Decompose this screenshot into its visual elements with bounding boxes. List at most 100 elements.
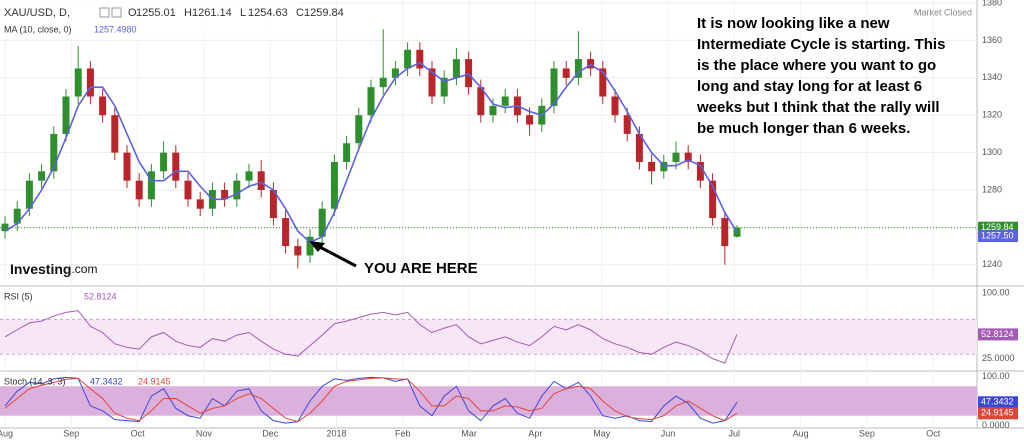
candle-body (526, 115, 534, 125)
candle-body (416, 49, 424, 69)
x-tick-label: Nov (196, 428, 213, 438)
candle-body (123, 152, 131, 181)
ohlc-label: H (184, 7, 192, 19)
candle-body (355, 115, 363, 144)
candle-body (318, 208, 326, 237)
candle-body (111, 115, 119, 153)
candle-body (135, 180, 143, 200)
stoch-legend: Stoch (14, 3, 3) (4, 376, 66, 386)
candle-body (623, 115, 631, 134)
candle-body (574, 59, 582, 78)
ma-legend-value: 1257.4980 (94, 24, 137, 34)
candle-body (489, 105, 497, 116)
annotation-line: weeks but I think that the rally will (696, 99, 940, 116)
candle-body (440, 77, 448, 97)
candle-body (282, 218, 290, 247)
logo: Investing.com (10, 261, 97, 277)
candle-body (172, 152, 180, 181)
rsi-tag-bg (978, 328, 1018, 341)
rsi-legend-value: 52.8124 (84, 291, 117, 301)
x-tick-label: 2018 (326, 428, 346, 438)
x-tick-label: Sep (859, 428, 875, 438)
candle-body (86, 68, 94, 97)
stoch-legend-value: 47.3432 (90, 376, 123, 386)
candle-body (269, 190, 277, 219)
candle-body (62, 96, 70, 134)
arrow-label: YOU ARE HERE (364, 260, 478, 277)
candle-body (550, 68, 558, 106)
rsi-legend: RSI (5) (4, 291, 33, 301)
ohlc-value: 1254.63 (248, 7, 288, 19)
y-tick-label: 1320 (982, 110, 1002, 120)
candle-body (196, 199, 204, 209)
candle-body (367, 87, 375, 116)
ma-legend: MA (10, close, 0) (4, 24, 72, 34)
candle-body (611, 96, 619, 116)
icon[interactable] (111, 7, 122, 18)
candle-body (648, 161, 656, 172)
stoch-line (4, 376, 738, 424)
candle-body (404, 49, 412, 69)
ohlc-value: 1255.01 (136, 7, 176, 19)
candle-body (428, 68, 436, 97)
stoch-tick-label: 100.00 (982, 371, 1010, 381)
annotation-line: It is now looking like a new (697, 15, 890, 32)
y-tick-label: 1240 (982, 259, 1002, 269)
candle-body (184, 180, 192, 200)
candle-body (709, 180, 717, 219)
candle-body (684, 152, 692, 162)
annotation: It is now looking like a new Intermediate… (696, 15, 945, 137)
candle-body (672, 152, 680, 162)
icon[interactable] (99, 7, 110, 18)
candle-body (465, 59, 473, 88)
rsi-tick-label: 25.0000 (982, 353, 1015, 363)
logo-main: Investing (10, 261, 71, 277)
ma-tag-bg (978, 230, 1018, 243)
ohlc-value: 1261.14 (192, 7, 232, 19)
candle-body (562, 68, 570, 78)
candle-body (330, 161, 338, 209)
rsi-line (4, 310, 738, 364)
x-tick-label: Oct (926, 428, 941, 438)
x-tick-label: Sep (63, 428, 79, 438)
x-tick-label: Jul (729, 428, 741, 438)
stoch-tag: 47.3432 (981, 397, 1014, 407)
symbol: XAU/USD, D, (4, 7, 70, 19)
candle-body (50, 133, 58, 172)
candle-body (343, 143, 351, 162)
candle-body (13, 208, 21, 224)
candle-body (257, 171, 265, 190)
candle-body (25, 180, 33, 209)
candle-body (1, 223, 9, 232)
x-tick-label: Aug (793, 428, 809, 438)
stoch-legend-value: 24.9145 (138, 376, 171, 386)
x-tick-label: Feb (395, 428, 411, 438)
y-tick-label: 1360 (982, 35, 1002, 45)
candle-body (245, 171, 253, 181)
arrow-head (309, 241, 325, 252)
candle-body (696, 161, 704, 181)
x-tick-label: May (593, 428, 611, 438)
candle-body (599, 68, 607, 97)
candle-body (501, 96, 509, 106)
candle-body (306, 236, 314, 256)
rsi-tag: 52.8124 (981, 329, 1014, 339)
annotation-line: long and stay long for at least 6 (697, 78, 922, 95)
annotation-line: is the place where you want to go (697, 57, 936, 74)
candle-body (721, 218, 729, 247)
x-tick-label: Mar (461, 428, 477, 438)
y-tick-label: 1300 (982, 147, 1002, 157)
ohlc-label: L (240, 7, 246, 19)
candle-body (733, 227, 741, 237)
candle-body (294, 246, 302, 256)
candle-body (74, 68, 82, 97)
header-bg (0, 0, 300, 38)
rsi-band (0, 319, 977, 355)
annotation-line: be much longer than 6 weeks. (697, 120, 910, 137)
stoch-tag: 24.9145 (981, 408, 1014, 418)
x-tick-label: Dec (262, 428, 279, 438)
logo-suffix: .com (71, 262, 97, 276)
candle-body (379, 77, 387, 88)
